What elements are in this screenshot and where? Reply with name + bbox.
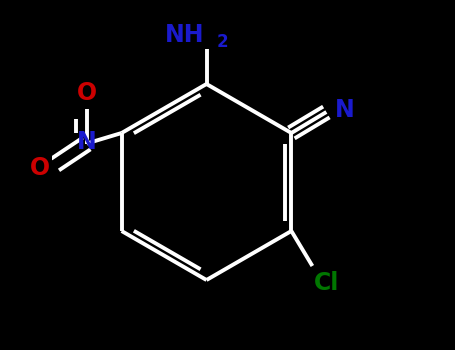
Text: 2: 2 (217, 33, 228, 51)
Text: Cl: Cl (314, 271, 339, 295)
Text: NH: NH (165, 23, 205, 47)
Text: N: N (335, 98, 355, 122)
Text: O: O (30, 156, 50, 180)
Text: N: N (77, 130, 96, 154)
Text: O: O (76, 81, 97, 105)
